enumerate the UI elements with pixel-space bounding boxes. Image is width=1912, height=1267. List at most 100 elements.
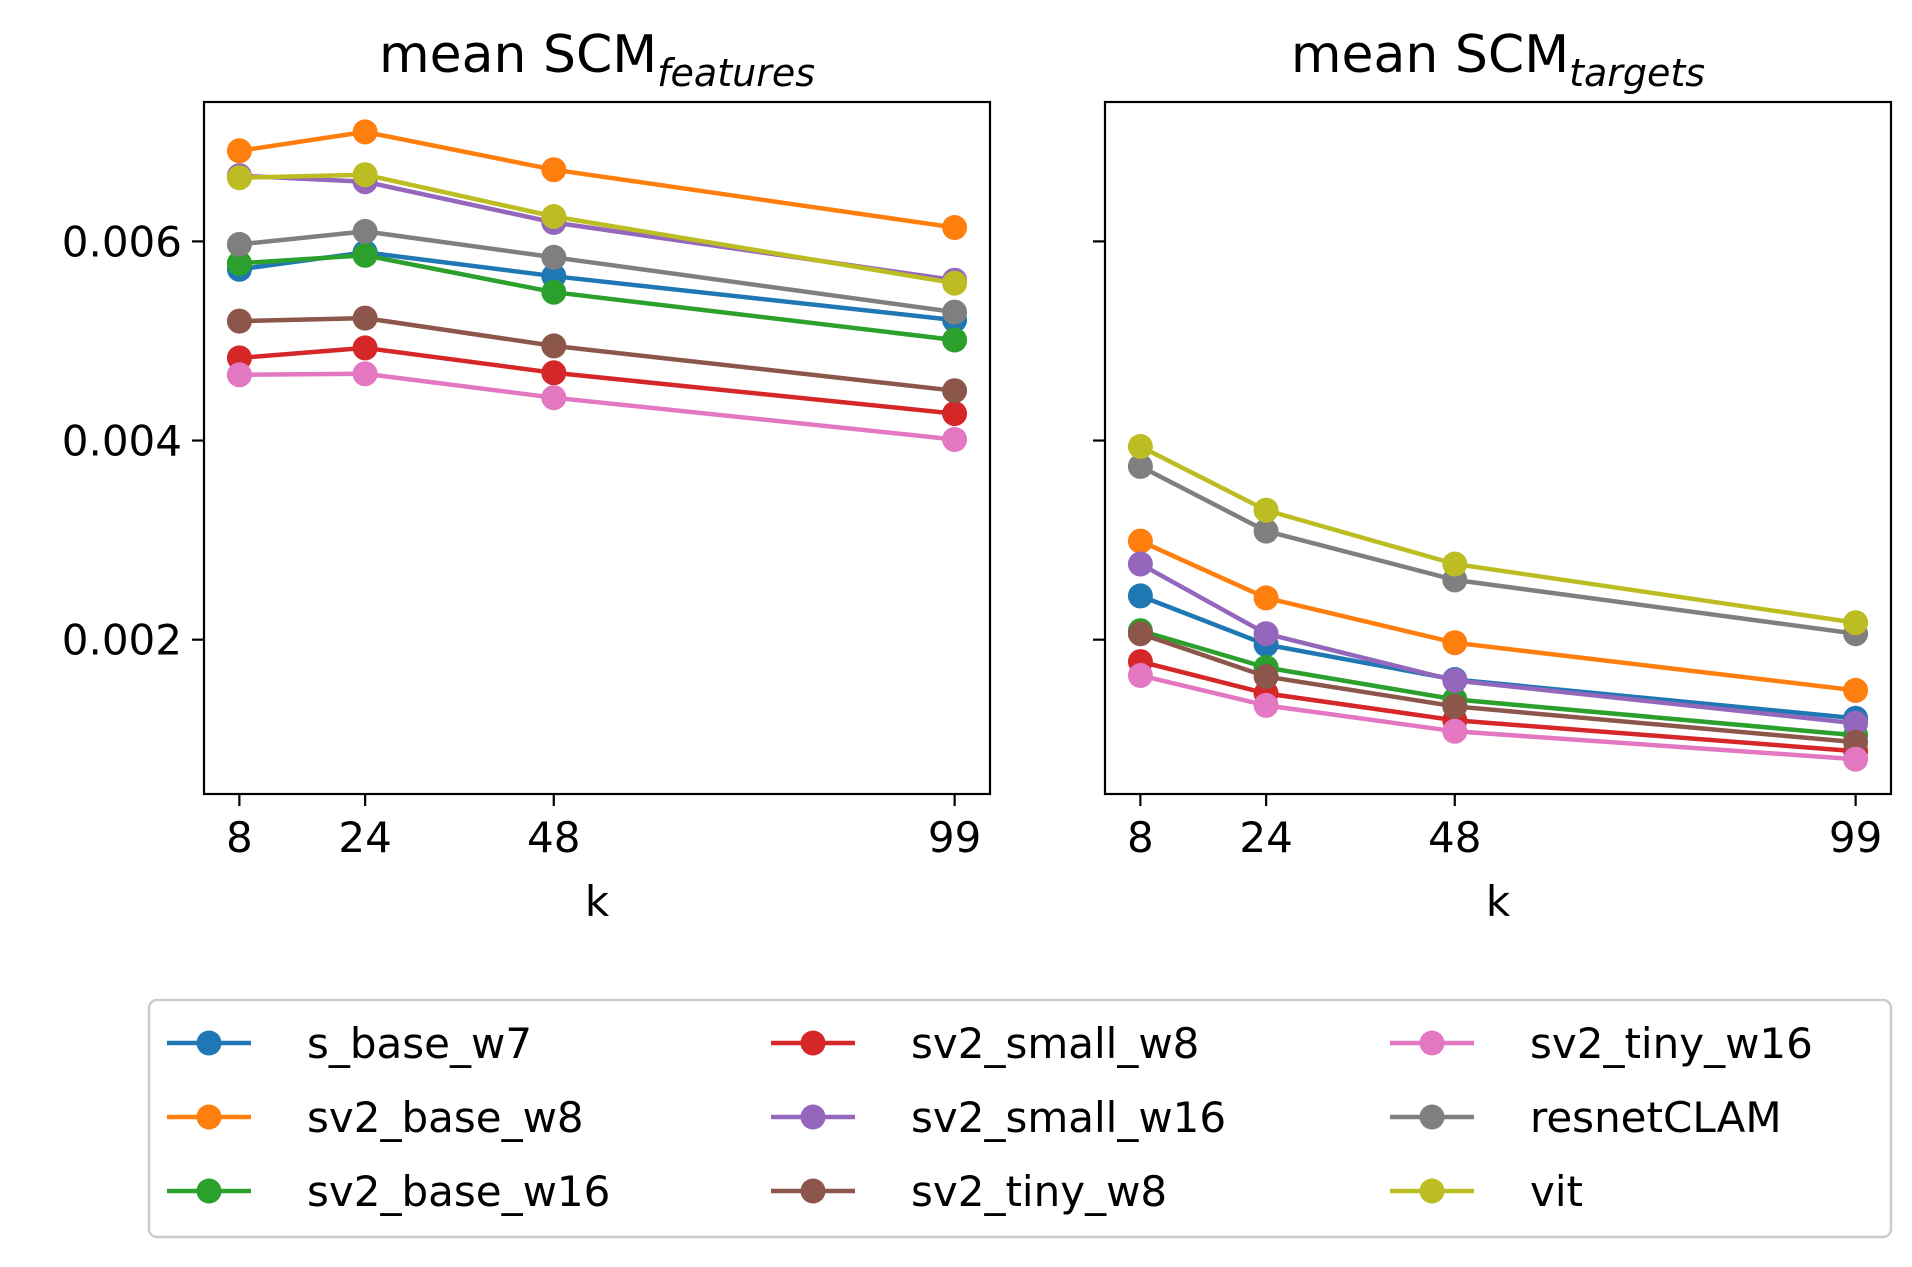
data-point-sv2_tiny_w16-k24 [1253, 692, 1279, 718]
legend-item-resnetCLAM: resnetCLAM [1390, 1093, 1782, 1142]
data-point-sv2_tiny_w16-k99 [1843, 746, 1869, 772]
legend-item-sv2_tiny_w8: sv2_tiny_w8 [771, 1167, 1167, 1216]
series-sv2_small_w8 [226, 335, 968, 427]
series-sv2_tiny_w16 [1127, 663, 1869, 772]
data-point-sv2_base_w8-k8 [1127, 528, 1153, 554]
legend-item-sv2_small_w16: sv2_small_w16 [771, 1093, 1226, 1142]
data-point-sv2_small_w16-k99 [1843, 710, 1869, 736]
x-tick-label: 99 [1829, 813, 1882, 862]
data-point-sv2_tiny_w8-k48 [541, 333, 567, 359]
plot-frame [1103, 100, 1893, 796]
chart-title-subscript: features [657, 51, 815, 95]
data-point-sv2_base_w16-k8 [226, 250, 252, 276]
series-line-sv2_tiny_w8 [237, 315, 958, 394]
x-tick-label: 8 [1127, 813, 1154, 862]
legend-item-sv2_tiny_w16: sv2_tiny_w16 [1390, 1019, 1813, 1068]
series-sv2_tiny_w8 [226, 305, 968, 404]
series-line-s_base_w7 [1137, 592, 1859, 721]
series-line-sv2_tiny_w16 [1137, 672, 1859, 762]
series-sv2_small_w16 [226, 163, 968, 293]
data-point-vit-k24 [352, 162, 378, 188]
legend-label: sv2_small_w8 [911, 1019, 1199, 1068]
chart-title: mean SCMtargets [1291, 25, 1705, 95]
data-point-vit-k48 [541, 204, 567, 229]
legend-label: s_base_w7 [307, 1019, 532, 1068]
series-line-resnetCLAM [1137, 463, 1859, 637]
legend-item-sv2_small_w8: sv2_small_w8 [771, 1019, 1199, 1068]
data-point-resnetCLAM-k48 [541, 244, 567, 270]
legend-marker [196, 1178, 222, 1204]
data-point-sv2_tiny_w8-k8 [226, 308, 252, 334]
data-point-resnetCLAM-k24 [1253, 518, 1279, 544]
series-resnetCLAM [226, 218, 968, 325]
data-point-sv2_base_w8-k99 [1843, 677, 1869, 703]
data-point-sv2_tiny_w16-k8 [226, 362, 252, 388]
data-point-sv2_tiny_w16-k99 [942, 427, 968, 452]
chart-panel-features: 8 24 48 99 0.002 0.004 0.006 k mean SCMfeatures [62, 25, 992, 926]
legend-label: sv2_base_w16 [307, 1167, 610, 1216]
data-point-resnetCLAM-k99 [942, 299, 968, 325]
data-point-sv2_tiny_w8-k48 [1442, 693, 1468, 719]
data-point-sv2_tiny_w16-k8 [1127, 663, 1153, 688]
series-line-vit [237, 172, 958, 286]
data-point-resnetCLAM-k8 [1127, 453, 1153, 479]
legend-label: sv2_tiny_w16 [1530, 1019, 1813, 1068]
data-point-sv2_tiny_w16-k24 [352, 361, 378, 387]
series-sv2_base_w8 [226, 119, 968, 240]
series-sv2_base_w16 [226, 242, 968, 353]
legend-marker [1419, 1030, 1445, 1056]
legend-marker [196, 1104, 222, 1130]
series-line-sv2_small_w8 [236, 345, 958, 417]
series-vit [1127, 434, 1869, 636]
series-line-sv2_base_w8 [1137, 538, 1859, 693]
data-point-sv2_tiny_w8-k99 [942, 378, 968, 404]
series-vit [226, 162, 968, 296]
data-point-sv2_tiny_w8-k24 [1253, 664, 1279, 689]
legend-marker [196, 1030, 222, 1056]
data-point-sv2_small_w8-k48 [541, 360, 567, 386]
data-point-sv2_base_w16-k99 [942, 327, 968, 353]
data-point-sv2_base_w16-k48 [541, 279, 567, 305]
data-point-sv2_small_w16-k8 [1127, 551, 1153, 577]
legend-label: vit [1530, 1167, 1583, 1216]
series-line-sv2_base_w8 [236, 129, 958, 231]
chart-title-main: mean SCM [379, 25, 657, 85]
data-point-sv2_base_w8-k99 [942, 215, 968, 240]
series-line-sv2_small_w16 [1137, 560, 1859, 726]
data-point-sv2_tiny_w8-k8 [1127, 621, 1153, 647]
series-line-vit [1137, 443, 1859, 626]
legend-label: sv2_tiny_w8 [911, 1167, 1167, 1216]
chart-title: mean SCMfeatures [379, 25, 815, 95]
data-point-resnetCLAM-k8 [226, 231, 252, 257]
data-point-vit-k99 [942, 270, 968, 296]
data-point-vit-k8 [1127, 434, 1153, 459]
legend-label: sv2_small_w16 [911, 1093, 1226, 1142]
legend-item-sv2_base_w16: sv2_base_w16 [167, 1167, 610, 1216]
x-tick-label: 24 [338, 813, 391, 862]
series-line-sv2_base_w16 [1137, 627, 1859, 738]
chart-panel-targets: 8 24 48 99 k mean SCMtargets [1093, 25, 1893, 926]
legend-marker [800, 1104, 826, 1130]
data-point-vit-k24 [1253, 497, 1279, 523]
x-axis-label: k [1486, 877, 1511, 926]
data-point-sv2_tiny_w16-k48 [541, 385, 567, 411]
y-tick-label: 0.006 [62, 217, 182, 266]
data-point-sv2_small_w16-k48 [1442, 668, 1468, 693]
legend-marker [800, 1178, 826, 1204]
data-point-vit-k99 [1843, 610, 1869, 636]
legend-marker [800, 1030, 826, 1056]
x-tick-label: 8 [226, 813, 253, 862]
legend-item-s_base_w7: s_base_w7 [167, 1019, 532, 1068]
data-point-sv2_base_w16-k24 [352, 242, 378, 268]
y-tick-label: 0.004 [62, 417, 182, 466]
series-sv2_small_w16 [1127, 551, 1869, 736]
data-point-sv2_small_w8-k24 [352, 335, 378, 361]
series-line-resnetCLAM [236, 229, 958, 315]
series-sv2_tiny_w16 [226, 361, 968, 452]
legend-marker [1419, 1178, 1445, 1204]
data-point-sv2_base_w8-k48 [541, 157, 567, 183]
legend-label: sv2_base_w8 [307, 1093, 584, 1142]
series-sv2_base_w8 [1127, 528, 1869, 703]
data-point-s_base_w7-k8 [1127, 583, 1153, 609]
data-point-sv2_tiny_w16-k48 [1442, 718, 1468, 744]
